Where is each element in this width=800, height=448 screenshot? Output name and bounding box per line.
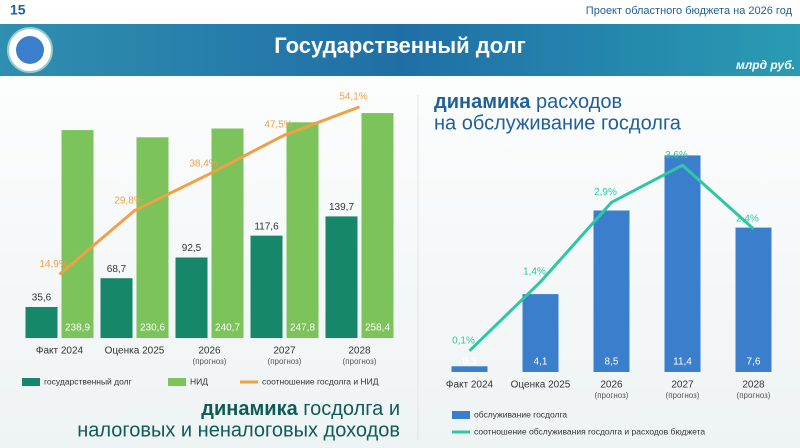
x-tick-note: (прогноз) xyxy=(595,391,629,400)
line-label: 54,1% xyxy=(339,91,367,102)
title-rest: расходов xyxy=(536,91,622,113)
value-label: 68,7 xyxy=(107,264,127,275)
line xyxy=(58,105,361,276)
legend-swatch xyxy=(22,378,40,386)
x-tick-label: 2028 xyxy=(348,346,371,357)
title-bold: динамика xyxy=(434,91,531,113)
x-tick-label: Оценка 2025 xyxy=(105,346,165,357)
value-label: 247,8 xyxy=(290,323,315,334)
chart-title-line2: налоговых и неналоговых доходов xyxy=(77,419,400,441)
banner xyxy=(0,24,800,76)
x-tick-label: 2027 xyxy=(273,346,296,357)
value-label: 230,6 xyxy=(140,323,165,334)
bar xyxy=(522,294,559,372)
bar xyxy=(361,113,394,338)
slide-title: Государственный долг xyxy=(274,33,526,58)
unit-label: млрд руб. xyxy=(736,58,795,72)
x-tick-label: Факт 2024 xyxy=(36,346,84,357)
title-bold: динамика xyxy=(201,398,298,420)
line-label: 38,4% xyxy=(189,159,217,170)
x-tick-label: 2027 xyxy=(671,380,694,391)
bar xyxy=(593,210,630,372)
chart-title-line2: на обслуживание госдолга xyxy=(434,112,682,134)
legend-label: обслуживание госдолга xyxy=(474,409,567,419)
bar xyxy=(735,227,772,372)
bar xyxy=(61,130,94,338)
legend-label: государственный долг xyxy=(44,376,132,386)
value-label: 238,9 xyxy=(65,323,90,334)
value-label: 139,7 xyxy=(329,202,354,213)
legend-label: НИД xyxy=(190,376,208,386)
x-tick-label: Оценка 2025 xyxy=(511,380,571,391)
line-label: 0,1% xyxy=(452,335,475,346)
line-label: 2,9% xyxy=(594,187,617,198)
x-tick-label: 2026 xyxy=(198,346,221,357)
chart-title: динамика расходов xyxy=(434,91,622,113)
value-label: 8,5 xyxy=(605,357,619,368)
value-label: 11,4 xyxy=(673,357,692,368)
line-label: 3,6% xyxy=(665,150,688,161)
bar xyxy=(664,155,701,372)
x-tick-label: Факт 2024 xyxy=(446,380,494,391)
line xyxy=(468,163,755,352)
project-label: Проект областного бюджета на 2026 год xyxy=(586,5,793,17)
value-label: 4,1 xyxy=(534,357,548,368)
x-tick-note: (прогноз) xyxy=(737,391,771,400)
bar xyxy=(286,122,319,338)
line-label: 29,8% xyxy=(114,195,142,206)
value-label: 7,6 xyxy=(747,357,761,368)
x-tick-label: 2028 xyxy=(742,380,765,391)
line-label: 1,4% xyxy=(523,267,546,278)
value-label: 92,5 xyxy=(182,243,202,254)
value-label: 258,4 xyxy=(365,323,390,334)
bar xyxy=(175,257,208,338)
x-tick-label: 2026 xyxy=(600,380,623,391)
page-number: 15 xyxy=(10,2,26,18)
title-rest: госдолга и xyxy=(303,398,400,420)
x-tick-note: (прогноз) xyxy=(193,357,227,366)
logo-inner xyxy=(16,36,44,64)
bar xyxy=(100,278,133,338)
bar xyxy=(25,307,58,338)
x-tick-note: (прогноз) xyxy=(666,391,700,400)
bar xyxy=(325,216,358,338)
line-label: 2,4% xyxy=(736,213,759,224)
value-label: 240,7 xyxy=(215,323,240,334)
legend-label: соотношение обслуживания госдолга и расх… xyxy=(474,426,705,436)
line-label: 47,5% xyxy=(264,120,292,131)
line-label: 14,9% xyxy=(39,259,67,270)
bar xyxy=(136,137,169,338)
value-label: 0,3 xyxy=(463,357,477,368)
legend-label: соотношение госдолга и НИД xyxy=(262,376,379,386)
chart-title: динамика госдолга и xyxy=(201,398,400,420)
x-tick-note: (прогноз) xyxy=(343,357,377,366)
legend-swatch xyxy=(168,378,186,386)
value-label: 35,6 xyxy=(32,293,52,304)
legend-swatch xyxy=(452,411,470,419)
x-tick-note: (прогноз) xyxy=(268,357,302,366)
value-label: 117,6 xyxy=(254,221,279,232)
bar xyxy=(250,235,283,338)
bar xyxy=(451,366,488,372)
